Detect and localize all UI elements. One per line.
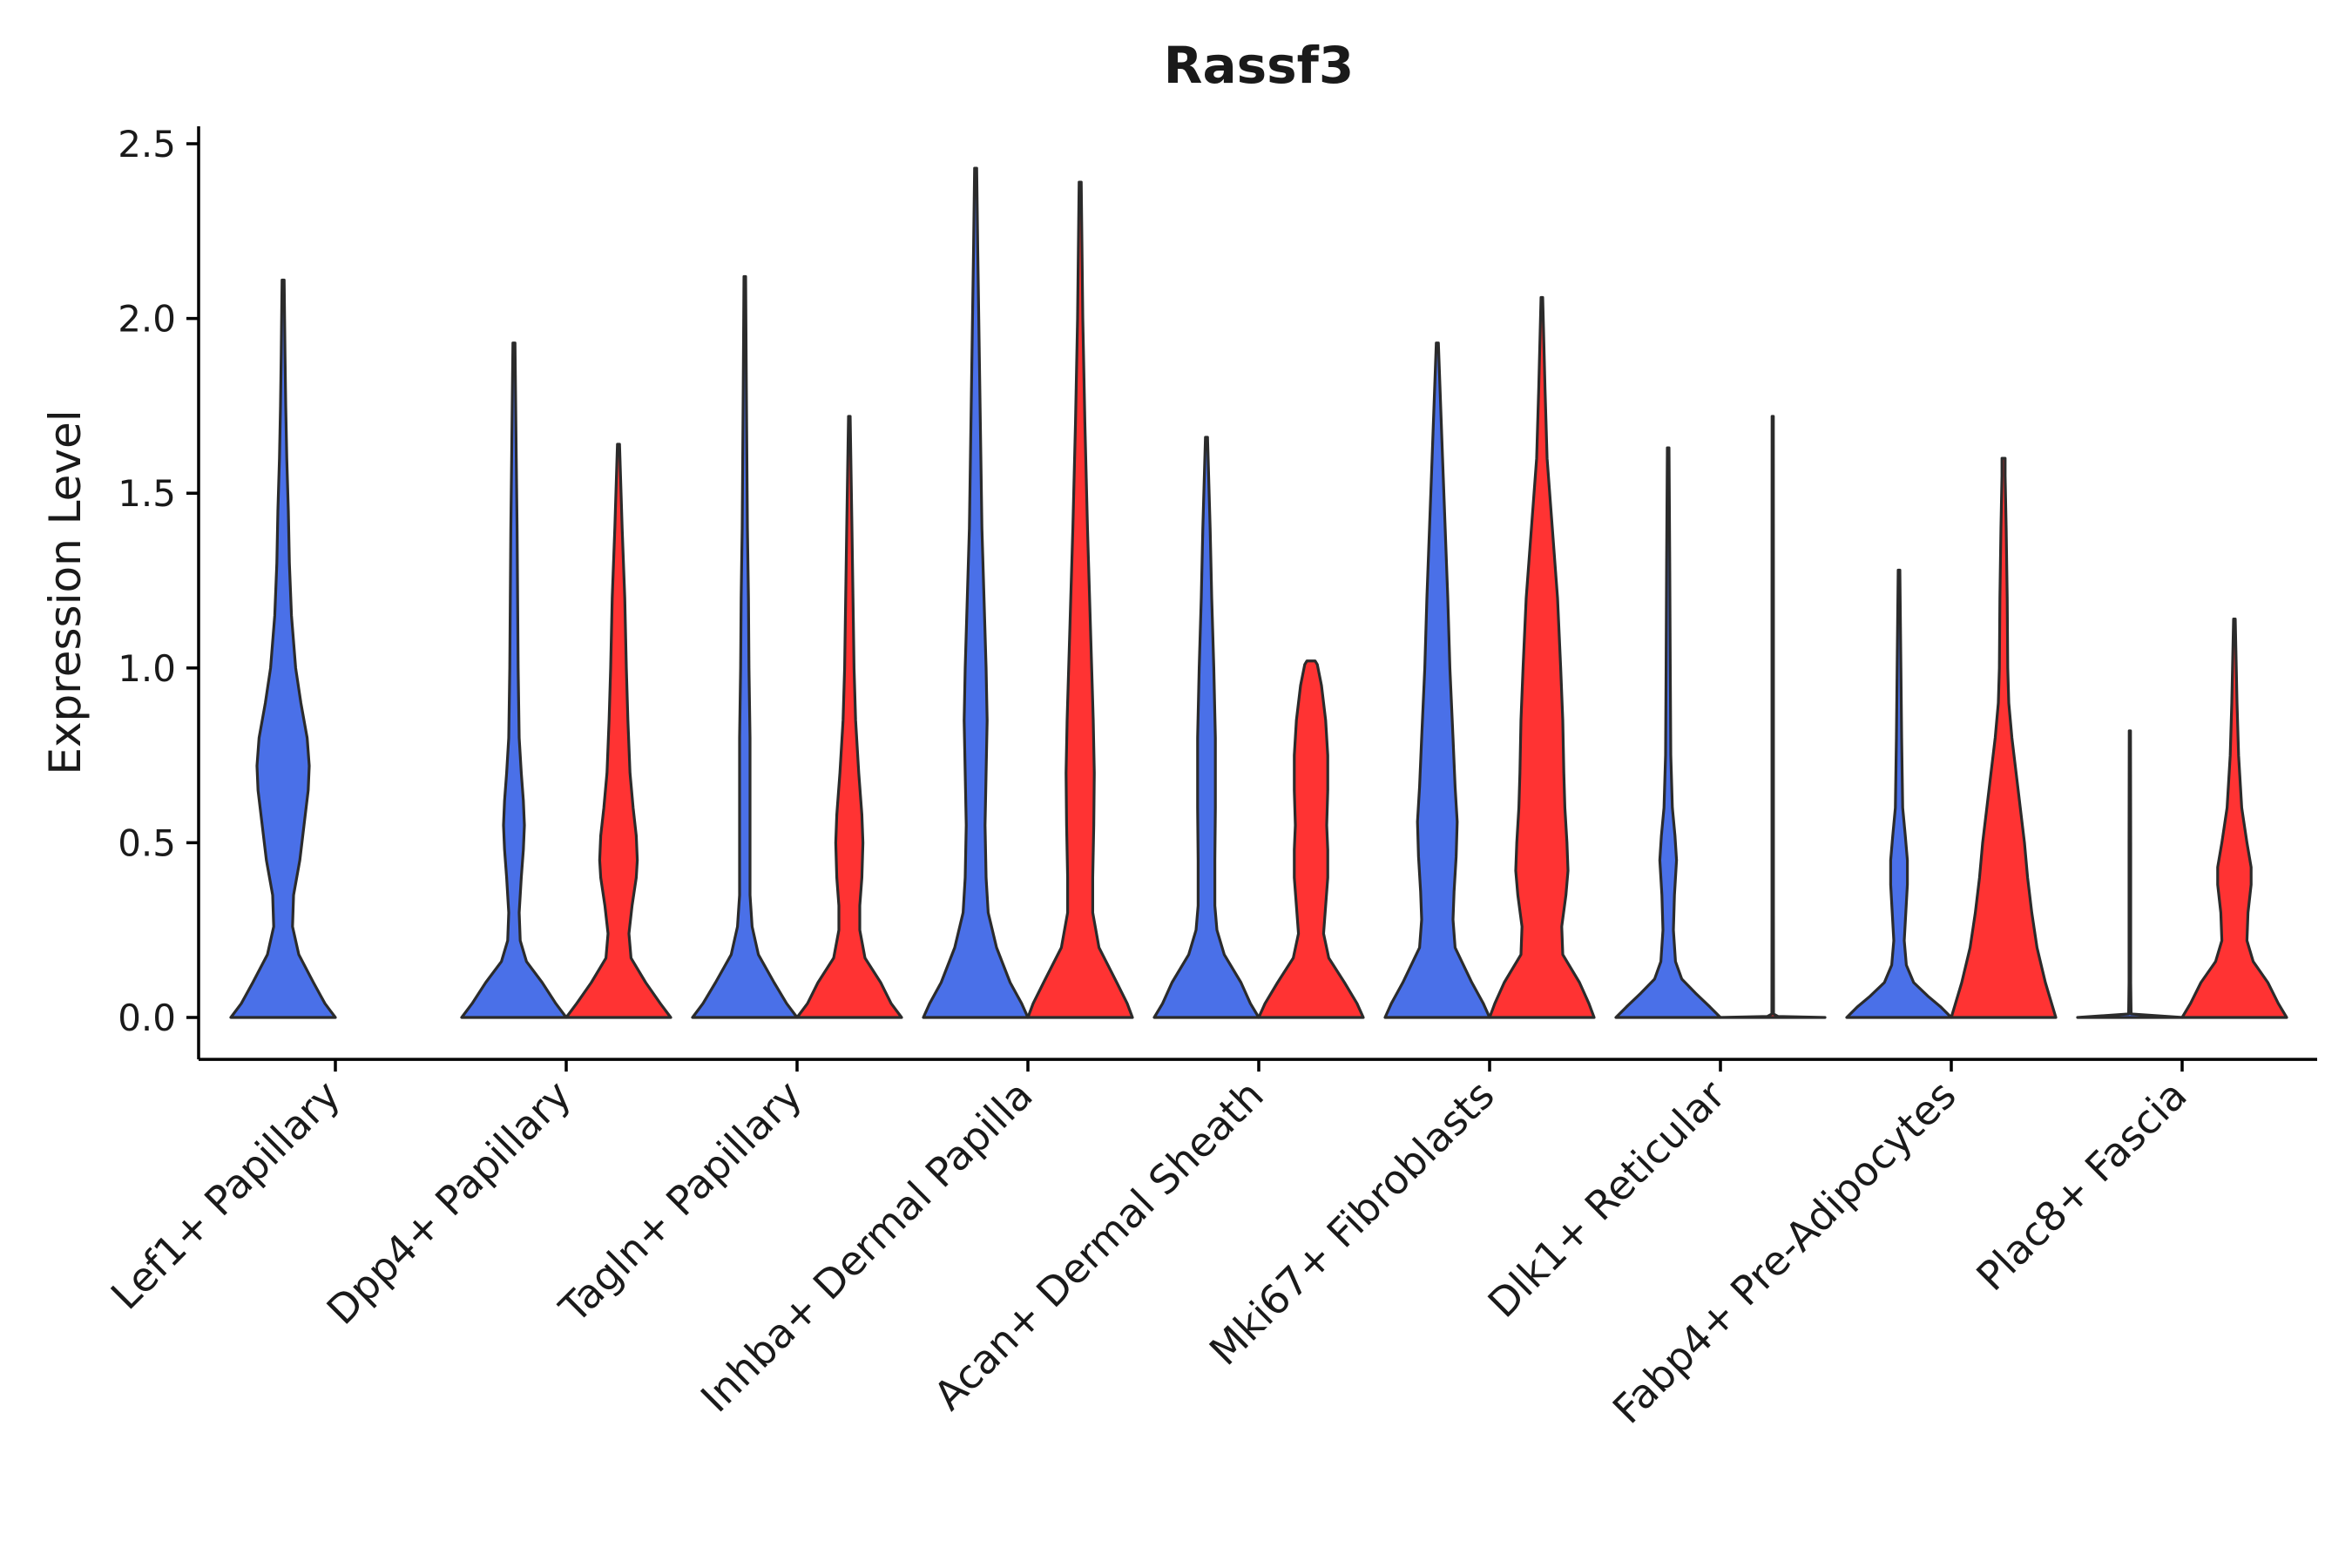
violin-red xyxy=(1257,659,1365,1019)
y-tick-label: 1.5 xyxy=(118,472,176,515)
y-tick-label: 2.5 xyxy=(118,123,176,166)
y-axis: 0.0 0.5 1.0 1.5 2.0 2.5 xyxy=(118,123,200,1060)
y-tick-label: 0.0 xyxy=(118,997,176,1039)
violin-blue xyxy=(460,341,568,1019)
violin-red xyxy=(2180,618,2288,1019)
violin-red xyxy=(1026,180,1134,1019)
violin-red xyxy=(564,443,672,1019)
x-axis xyxy=(199,1058,2317,1072)
violin-blue xyxy=(691,274,799,1019)
violin-blue xyxy=(1152,436,1260,1019)
y-tick-label: 0.5 xyxy=(118,821,176,864)
violin-blue xyxy=(922,166,1030,1019)
y-tick-label: 2.0 xyxy=(118,298,176,341)
violins-layer xyxy=(229,166,2288,1019)
y-tick-label: 1.0 xyxy=(118,647,176,690)
violin-blue xyxy=(1614,446,1722,1019)
violin-blue xyxy=(2076,729,2184,1019)
violin-red xyxy=(1950,456,2058,1019)
violin-red xyxy=(795,415,903,1019)
violin-red xyxy=(1488,295,1596,1019)
y-axis-title: Expression Level xyxy=(40,409,91,774)
violin-blue xyxy=(1383,341,1491,1019)
violin-blue xyxy=(1845,568,1953,1019)
chart-title: Rassf3 xyxy=(1164,36,1354,95)
violin-red xyxy=(1719,415,1827,1019)
violin-blue xyxy=(229,278,337,1019)
